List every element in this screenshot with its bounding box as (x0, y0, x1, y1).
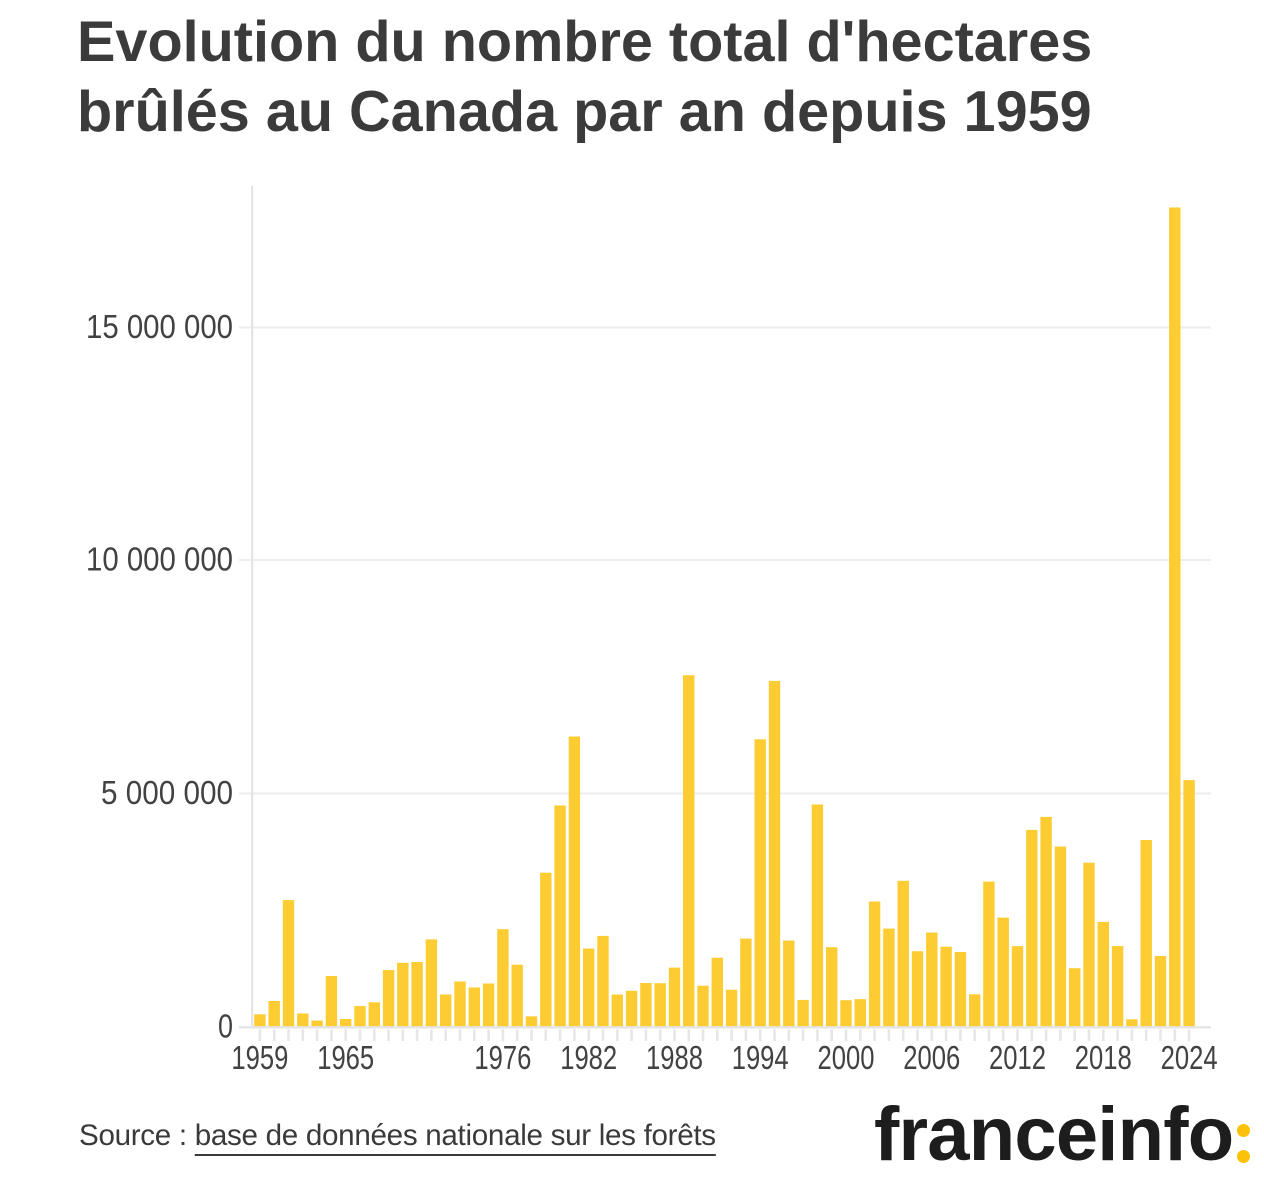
svg-text:1982: 1982 (560, 1039, 617, 1076)
svg-text:15 000 000: 15 000 000 (86, 308, 233, 345)
svg-text:1965: 1965 (317, 1039, 374, 1076)
svg-text:2000: 2000 (818, 1039, 875, 1076)
svg-text:2018: 2018 (1075, 1039, 1132, 1076)
svg-text:2024: 2024 (1161, 1039, 1218, 1076)
svg-text:10 000 000: 10 000 000 (86, 541, 233, 578)
svg-text:2006: 2006 (903, 1039, 960, 1076)
svg-text:1959: 1959 (231, 1039, 288, 1076)
svg-text:5 000 000: 5 000 000 (101, 774, 233, 811)
svg-text:0: 0 (218, 1008, 233, 1045)
svg-text:1988: 1988 (646, 1039, 703, 1076)
svg-text:2012: 2012 (989, 1039, 1046, 1076)
svg-text:1994: 1994 (732, 1039, 789, 1076)
svg-text:1976: 1976 (474, 1039, 531, 1076)
